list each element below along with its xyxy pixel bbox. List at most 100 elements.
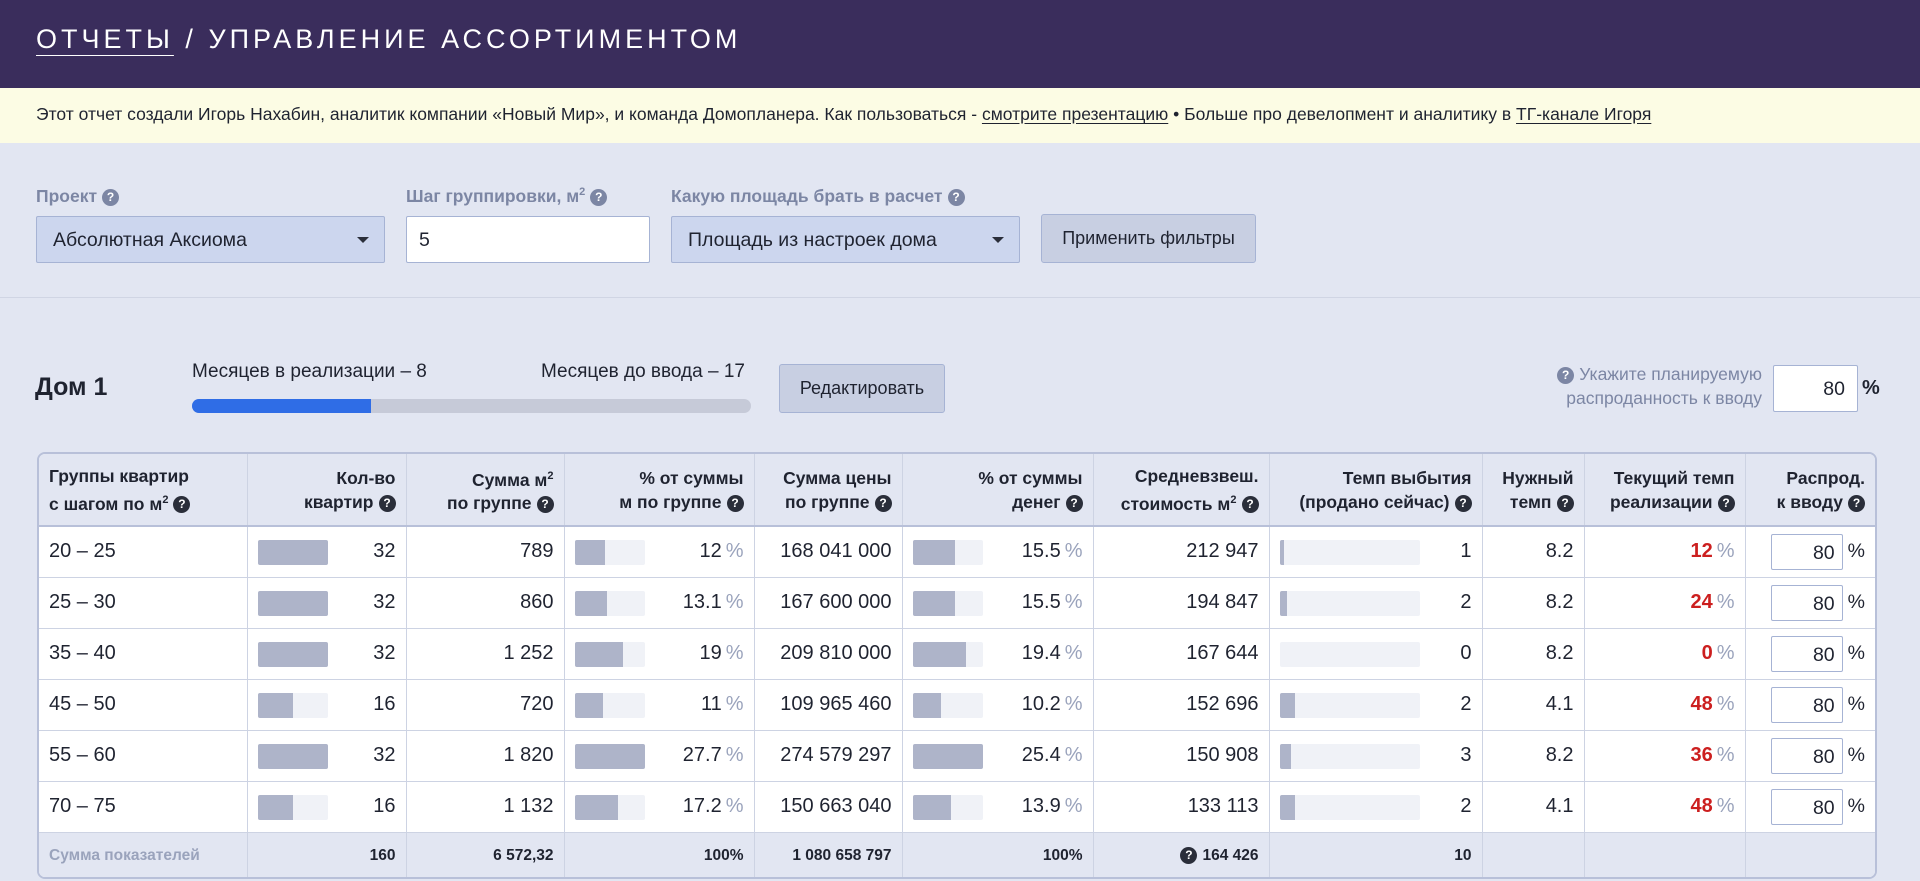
col-header-area-line-2: по группе xyxy=(447,493,532,514)
table-header-row: Группы квартир с шагом по м2? Кол-во кварт… xyxy=(39,454,1875,527)
col-header-sellout-line-2: к вводу xyxy=(1776,491,1843,512)
breadcrumb-reports-link[interactable]: ОТЧЕТЫ xyxy=(36,24,174,54)
cell-sellout: 80% xyxy=(1745,577,1875,629)
sellout-input[interactable]: 80 xyxy=(1770,584,1843,621)
cell-current-rate-value: 36 xyxy=(1690,744,1713,766)
percent-sign: % xyxy=(1847,693,1865,715)
cell-current-rate-value: 48 xyxy=(1690,795,1713,817)
help-icon[interactable]: ? xyxy=(947,189,965,206)
area-pct-bar-fill xyxy=(574,540,605,565)
table-row: 35 – 40 32 1 252 19% 209 810 000 19.4% 167 644… xyxy=(39,628,1875,680)
count-bar-fill xyxy=(257,794,293,820)
cell-price-pct-value: 15.5 xyxy=(1021,591,1061,613)
area-select[interactable]: Площадь из настроек дома xyxy=(671,216,1020,263)
help-icon[interactable]: ? xyxy=(1717,494,1735,512)
percent-sign: % xyxy=(725,540,744,563)
col-header-avg-price: Средневзвеш. стоимость м2? xyxy=(1093,454,1270,527)
help-icon[interactable]: ? xyxy=(1848,494,1865,512)
apply-filters-button[interactable]: Применить фильтры xyxy=(1041,214,1256,263)
help-icon[interactable]: ? xyxy=(1065,494,1083,512)
cell-area-pct: 11% xyxy=(564,679,755,731)
cell-area-pct: 17.2% xyxy=(564,781,755,833)
help-icon[interactable]: ? xyxy=(726,494,744,512)
cell-current-rate-value: 24 xyxy=(1690,591,1713,613)
price-pct-bar xyxy=(912,540,983,565)
col-header-sellout-line-1: Распрод. xyxy=(1786,467,1865,488)
percent-sign: % xyxy=(1847,540,1865,563)
col-header-price-pct-line-2: денег xyxy=(1012,491,1061,512)
col-header-price-pct: % от суммы денег? xyxy=(902,454,1094,527)
count-bar-fill xyxy=(257,641,328,667)
cell-sold-rate: 2 xyxy=(1269,679,1483,731)
cell-sold-rate-value: 3 xyxy=(1460,744,1472,766)
cell-count-value: 32 xyxy=(373,540,396,563)
cell-count: 16 xyxy=(247,781,407,833)
cell-group: 35 – 40 xyxy=(39,628,248,680)
cell-area: 789 xyxy=(406,526,565,578)
cell-sellout: 80% xyxy=(1745,730,1875,782)
sellout-input[interactable]: 80 xyxy=(1770,533,1843,570)
count-bar xyxy=(257,794,328,820)
sellout-input[interactable]: 80 xyxy=(1770,788,1843,825)
area-label: Какую площадь брать в расчет? xyxy=(671,186,965,207)
price-pct-bar-fill xyxy=(912,743,983,769)
project-select[interactable]: Абсолютная Аксиома xyxy=(36,216,385,263)
cell-count: 32 xyxy=(247,730,407,782)
sellout-input[interactable]: 80 xyxy=(1770,737,1843,774)
cell-count: 32 xyxy=(247,526,407,578)
filters-panel: Проект? Абсолютная Аксиома Шаг группиров… xyxy=(0,143,1920,298)
help-icon[interactable]: ? xyxy=(1556,494,1574,512)
cell-count-value: 32 xyxy=(373,591,396,613)
cell-needed-rate: 8.2 xyxy=(1482,730,1585,782)
planned-sellout-line-1: ? Укажите планируемую xyxy=(1500,362,1762,386)
cell-sold-rate: 0 xyxy=(1269,628,1483,680)
area-pct-bar-fill xyxy=(574,692,603,718)
help-icon[interactable]: ? xyxy=(378,494,396,512)
cell-price-pct-value: 10.2 xyxy=(1021,693,1061,715)
sellout-input[interactable]: 80 xyxy=(1770,686,1843,723)
area-pct-bar xyxy=(574,641,645,667)
col-header-current-rate: Текущий темп реализации? xyxy=(1584,454,1746,527)
help-icon[interactable]: ? xyxy=(874,494,892,512)
help-icon[interactable]: ? xyxy=(590,189,608,206)
planned-sellout-line-1-text: Укажите планируемую xyxy=(1579,364,1762,384)
cell-area-pct-value: 19 xyxy=(699,642,722,664)
tg-channel-link[interactable]: ТГ-канале Игоря xyxy=(1516,104,1652,124)
sale-progress-fill xyxy=(192,399,371,413)
help-icon[interactable]: ? xyxy=(102,189,120,206)
cell-area-pct-value: 27.7 xyxy=(682,744,722,766)
cell-area: 720 xyxy=(406,679,565,731)
sellout-input[interactable]: 80 xyxy=(1770,635,1843,672)
cell-needed-rate: 8.2 xyxy=(1482,628,1585,680)
step-input[interactable]: 5 xyxy=(406,216,650,263)
col-header-area-pct-line-1: % от суммы xyxy=(639,467,744,488)
percent-sign: % xyxy=(1847,642,1865,664)
help-icon[interactable]: ? xyxy=(1241,496,1259,514)
help-icon[interactable]: ? xyxy=(1454,494,1472,512)
edit-button[interactable]: Редактировать xyxy=(779,364,945,413)
sellout-input-value: 80 xyxy=(1812,643,1835,666)
percent-sign: % xyxy=(1847,795,1865,817)
col-header-current-rate-line-2: реализации xyxy=(1609,491,1713,512)
step-label-text: Шаг группировки, м xyxy=(406,186,580,206)
help-icon[interactable]: ? xyxy=(1180,846,1198,864)
sold-rate-bar xyxy=(1279,794,1420,820)
price-pct-bar xyxy=(912,743,983,769)
area-pct-bar xyxy=(574,743,645,769)
col-header-needed-rate-line-1: Нужный xyxy=(1502,467,1574,488)
percent-sign: % xyxy=(1716,693,1735,715)
col-header-sellout: Распрод. к вводу? xyxy=(1745,454,1875,527)
count-bar xyxy=(257,743,328,769)
planned-sellout-input[interactable]: 80 xyxy=(1773,365,1858,412)
totals-empty xyxy=(1482,832,1585,877)
area-pct-bar xyxy=(574,540,645,565)
sold-rate-bar-fill xyxy=(1279,794,1295,820)
presentation-link[interactable]: смотрите презентацию xyxy=(981,104,1169,124)
cell-sold-rate-value: 1 xyxy=(1460,540,1472,563)
help-icon[interactable]: ? xyxy=(173,496,191,514)
cell-price-pct: 15.5% xyxy=(902,577,1094,629)
help-icon[interactable]: ? xyxy=(1557,367,1575,384)
cell-group: 55 – 60 xyxy=(39,730,248,782)
table-row: 70 – 75 16 1 132 17.2% 150 663 040 13.9% 133 1… xyxy=(39,781,1875,833)
help-icon[interactable]: ? xyxy=(536,496,554,514)
